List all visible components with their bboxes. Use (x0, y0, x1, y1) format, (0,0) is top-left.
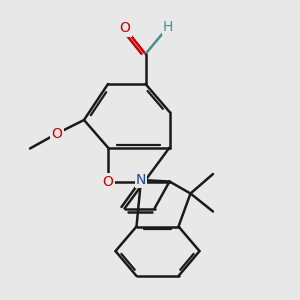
Text: N: N (136, 173, 146, 187)
Text: O: O (52, 127, 62, 140)
Text: O: O (120, 22, 130, 35)
Text: O: O (103, 175, 113, 188)
Text: H: H (163, 20, 173, 34)
